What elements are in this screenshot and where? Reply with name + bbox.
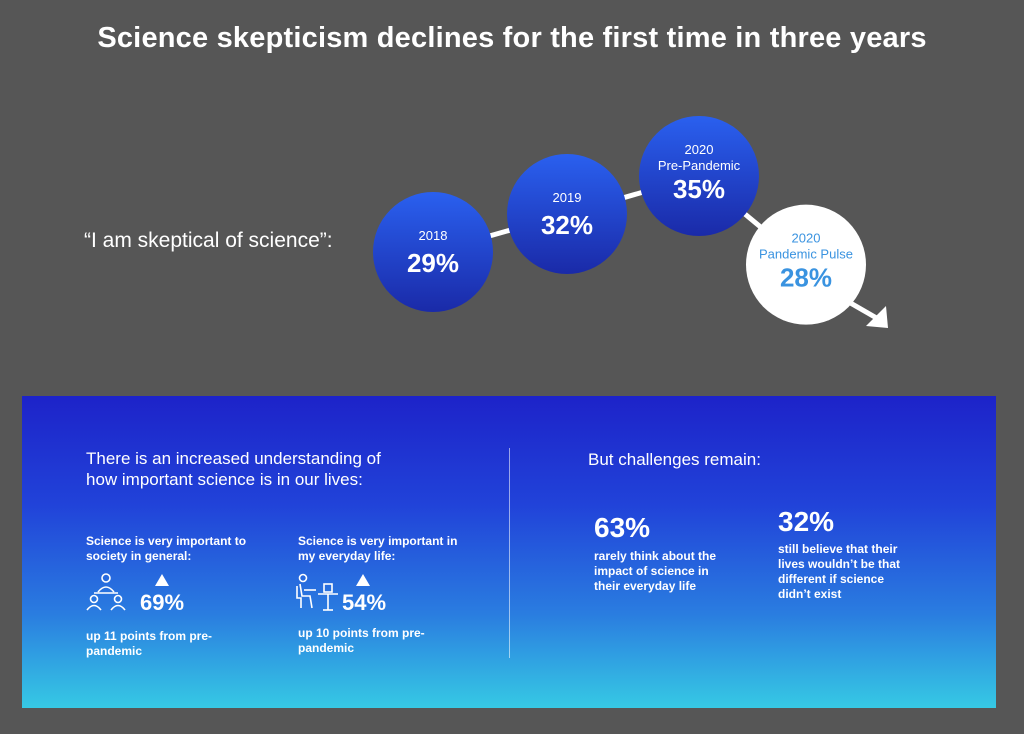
stat-society-label: Science is very important to society in … xyxy=(86,534,247,563)
timeline-year-label: 2020 xyxy=(792,231,821,246)
findings-panel: There is an increased understanding of h… xyxy=(22,396,996,708)
skepticism-timeline-chart: 201829%201932%2020Pre-Pandemic35%2020Pan… xyxy=(373,116,888,328)
stat-everyday-label: Science is very important in my everyday… xyxy=(298,534,458,563)
timeline-bubble xyxy=(373,192,493,312)
challenge-rarely-think-desc: rarely think about the impact of science… xyxy=(594,549,717,593)
timeline-bubble xyxy=(507,154,627,274)
timeline-value-label: 35% xyxy=(673,174,725,204)
timeline-bubble xyxy=(746,204,866,325)
timeline-value-label: 28% xyxy=(780,263,832,293)
timeline-bubble xyxy=(639,116,759,236)
stat-everyday-note: up 10 points from pre-pandemic xyxy=(298,626,425,655)
timeline-year-label: 2019 xyxy=(553,190,582,205)
challenge-rarely-think-value: 63% xyxy=(594,512,651,543)
stat-society-value: 69% xyxy=(140,590,185,615)
up-arrow-icon xyxy=(155,574,169,586)
survey-question: “I am skeptical of science”: xyxy=(84,229,333,252)
timeline-point-0: 2018 29% xyxy=(373,192,493,312)
trend-arrow-down-icon xyxy=(866,306,888,328)
right-heading: But challenges remain: xyxy=(588,450,761,469)
person-at-desk-icon xyxy=(296,573,338,611)
timeline-point-1: 2019 32% xyxy=(507,154,627,274)
timeline-subtitle-label: Pandemic Pulse xyxy=(759,247,853,262)
panel-divider xyxy=(509,448,510,658)
stat-society-note: up 11 points from pre-pandemic xyxy=(86,629,213,658)
timeline-subtitle-label: Pre-Pandemic xyxy=(658,158,741,173)
page-title: Science skepticism declines for the firs… xyxy=(97,22,927,54)
left-heading: There is an increased understanding of h… xyxy=(86,449,381,489)
timeline-value-label: 29% xyxy=(407,248,459,278)
timeline-year-label: 2018 xyxy=(419,228,448,243)
challenge-no-difference-desc: still believe that their lives wouldn’t … xyxy=(778,542,901,601)
challenge-no-difference-value: 32% xyxy=(778,506,835,537)
people-meeting-icon xyxy=(86,573,126,611)
up-arrow-icon xyxy=(356,574,370,586)
stat-everyday-value: 54% xyxy=(342,590,387,615)
timeline-value-label: 32% xyxy=(541,210,593,240)
timeline-year-label: 2020 xyxy=(685,142,714,157)
